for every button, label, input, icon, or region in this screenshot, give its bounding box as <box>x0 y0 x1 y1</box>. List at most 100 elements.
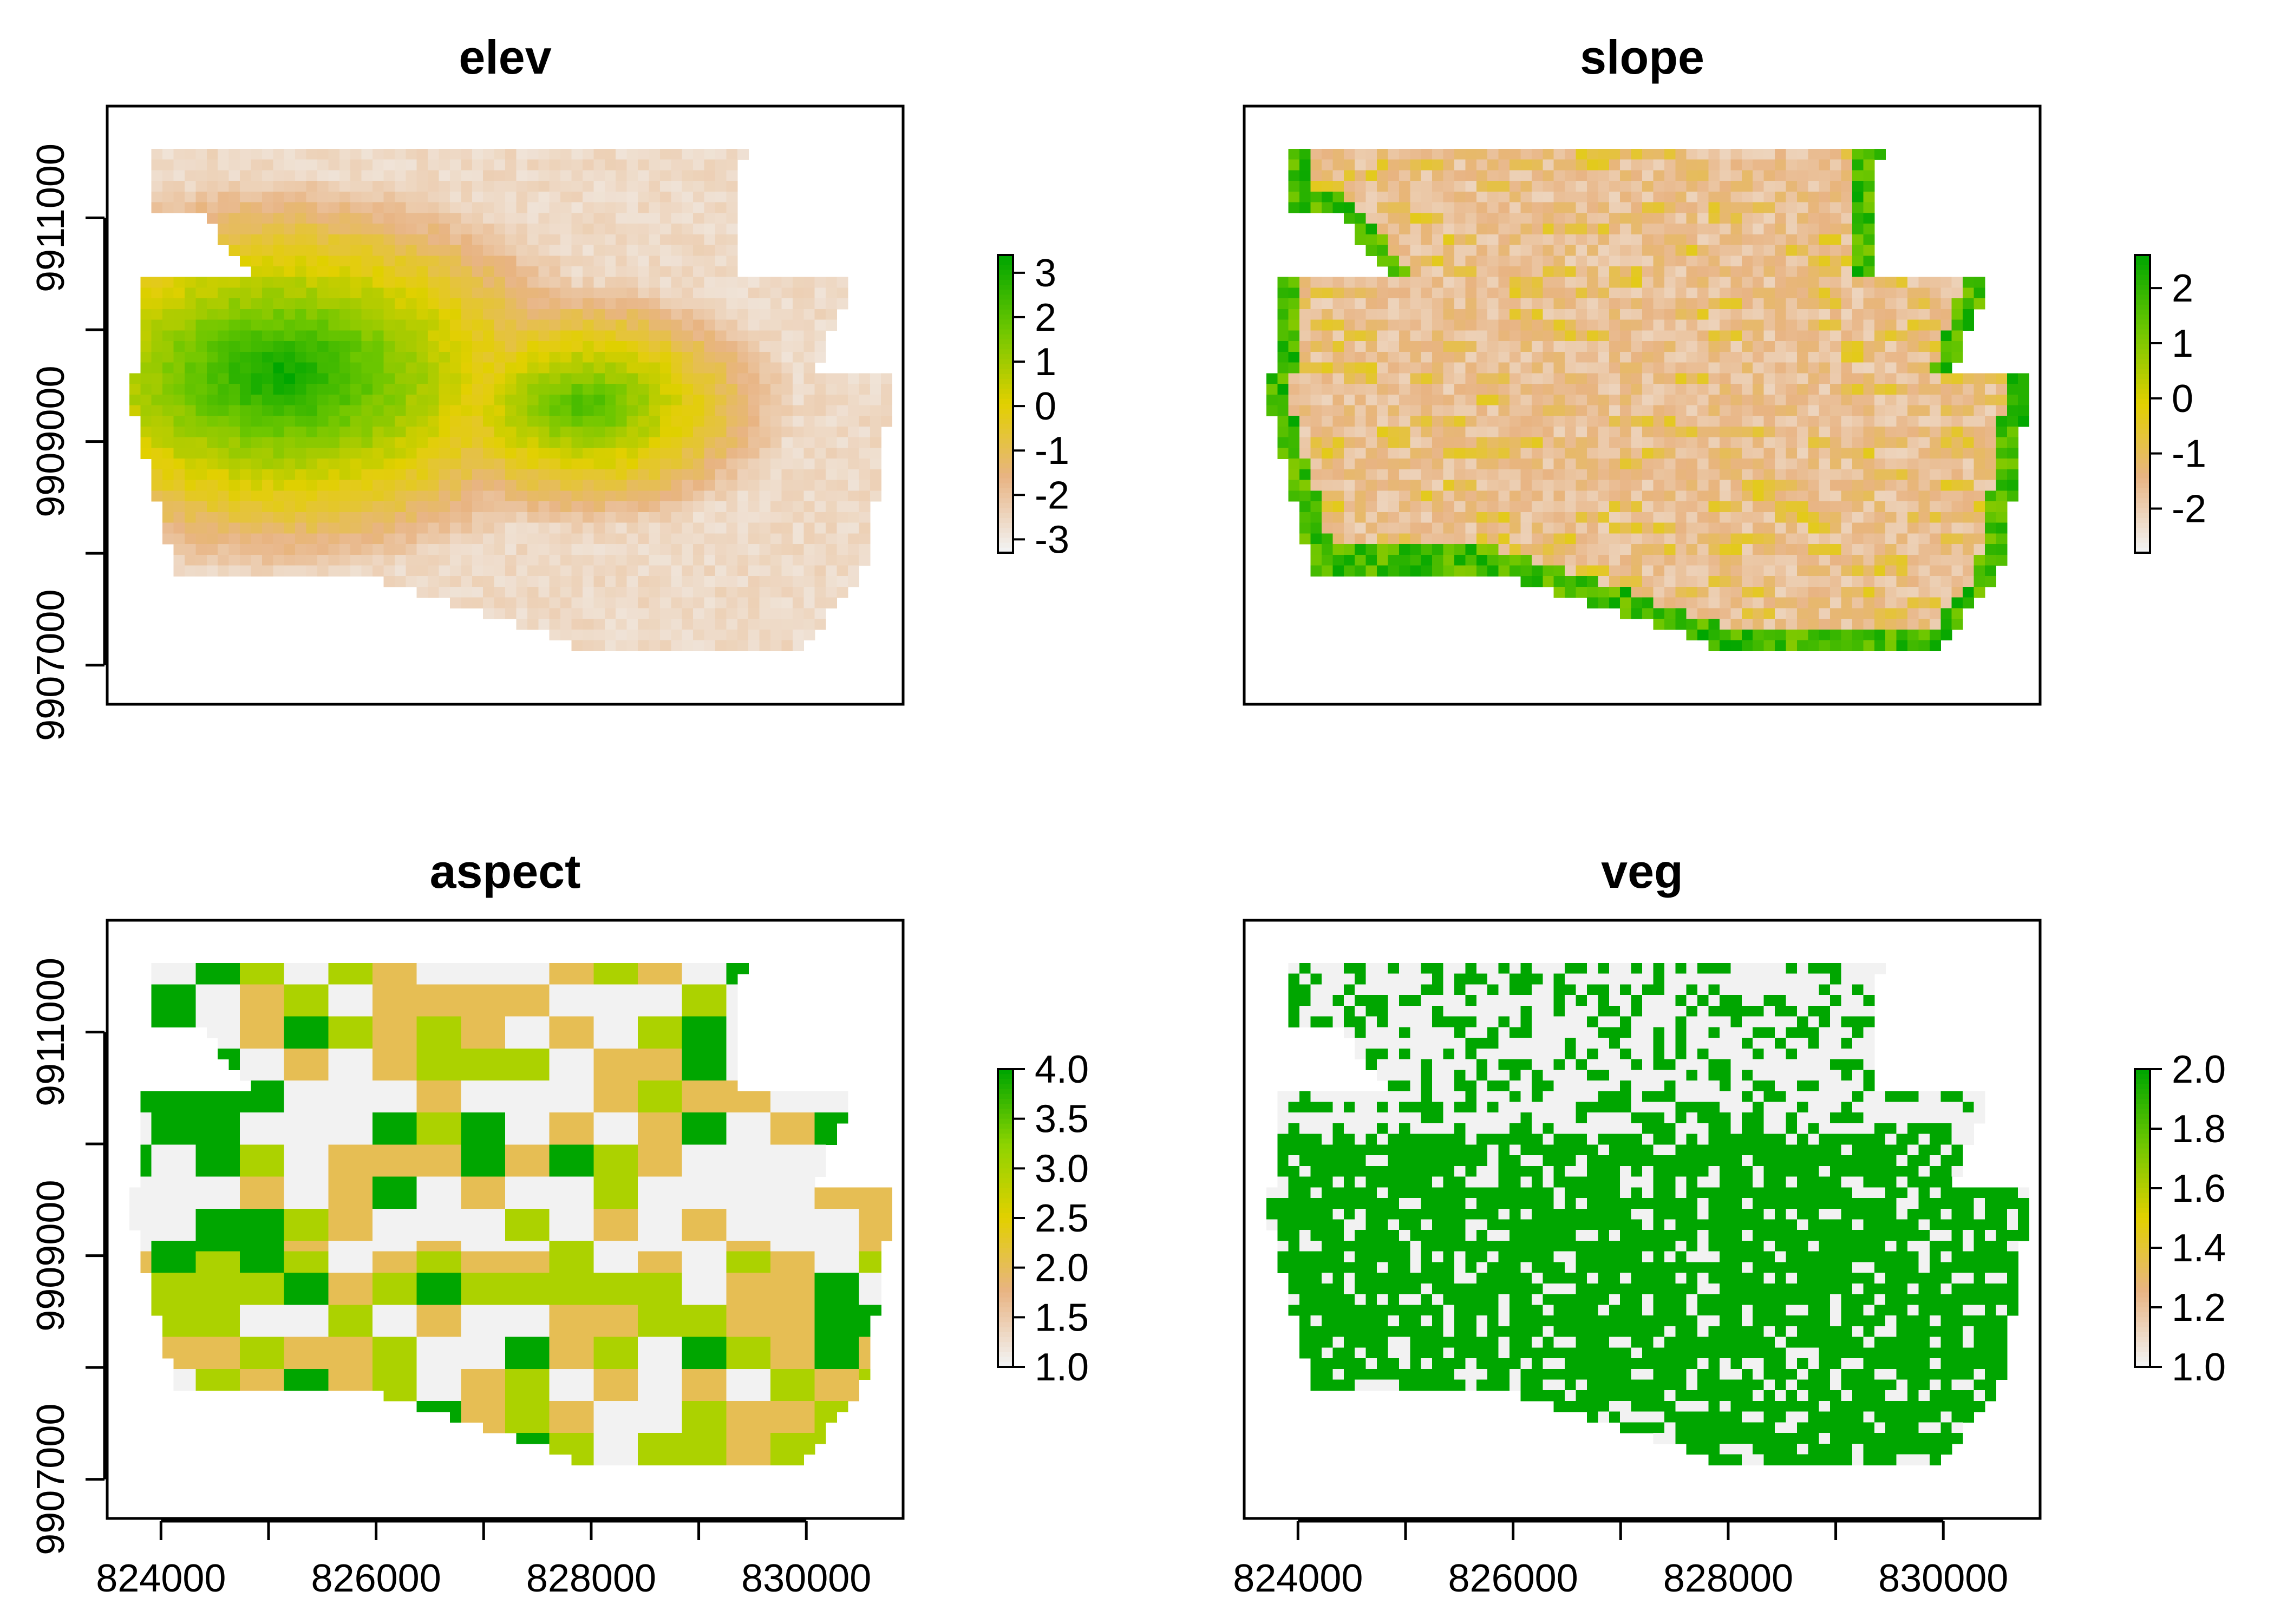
raster-cell <box>162 459 174 470</box>
raster-cell <box>1510 448 1521 459</box>
raster-cell <box>1697 501 1709 513</box>
raster-cell <box>671 245 683 256</box>
raster-cell <box>626 437 638 449</box>
raster-cell <box>262 416 273 427</box>
raster-cell <box>1675 191 1687 203</box>
raster-cell <box>1531 405 1543 416</box>
raster-cell <box>317 213 329 224</box>
raster-cell <box>1520 448 1532 459</box>
raster-cell <box>616 330 628 342</box>
raster-cell <box>373 362 384 374</box>
raster-cell <box>1299 181 1311 192</box>
raster-cell <box>759 544 771 555</box>
raster-cell <box>693 330 705 342</box>
raster-cell <box>428 341 440 352</box>
raster-cell <box>1686 256 1698 267</box>
raster-cell <box>1974 459 1985 470</box>
raster-cell <box>1487 234 1499 246</box>
raster-cell <box>516 405 528 416</box>
raster-cell <box>859 480 871 491</box>
raster-cell <box>593 266 605 278</box>
raster-cell <box>1543 309 1554 320</box>
raster-cell <box>1399 426 1410 438</box>
raster-cell <box>737 576 749 587</box>
raster-cell <box>428 213 440 224</box>
raster-cell <box>715 319 727 331</box>
raster-cell <box>416 213 428 224</box>
raster-cell <box>1576 159 1587 171</box>
raster-cell <box>1531 480 1543 491</box>
raster-cell <box>251 159 263 171</box>
raster-cell <box>1808 341 1820 352</box>
raster-cell <box>1918 373 1930 384</box>
raster-cell <box>803 309 815 320</box>
raster-cell <box>1432 277 1444 289</box>
raster-cell <box>516 480 528 491</box>
raster-cell <box>449 576 461 587</box>
raster-cell <box>1653 394 1665 406</box>
raster-cell <box>1343 490 1355 502</box>
raster-cell <box>1377 309 1389 320</box>
raster-cell <box>1918 277 1930 289</box>
raster-cell <box>593 362 605 374</box>
raster-cell <box>251 554 263 566</box>
raster-cell <box>240 159 252 171</box>
raster-cell <box>449 181 461 192</box>
raster-cell <box>1531 287 1543 299</box>
raster-cell <box>1708 416 1720 427</box>
raster-cell <box>1454 480 1466 491</box>
raster-cell <box>1830 224 1842 235</box>
raster-cell <box>1310 351 1322 363</box>
raster-cell <box>1974 384 1985 395</box>
raster-cell <box>1918 309 1930 320</box>
raster-cell <box>1819 405 1831 416</box>
raster-cell <box>1686 159 1698 171</box>
raster-cell <box>328 373 340 384</box>
legend-swatch <box>998 260 1013 266</box>
raster-cell <box>1553 437 1565 449</box>
raster-cell <box>306 256 318 267</box>
raster-cell <box>1465 202 1477 213</box>
raster-cell <box>1951 512 1963 523</box>
raster-cell <box>659 330 671 342</box>
raster-cell <box>593 576 605 587</box>
raster-cell <box>1664 330 1676 342</box>
raster-cell <box>726 512 738 523</box>
raster-cell <box>792 480 804 491</box>
raster-cell <box>383 266 395 278</box>
raster-cell <box>1443 330 1455 342</box>
raster-cell <box>228 490 240 502</box>
raster-cell <box>1565 213 1577 224</box>
raster-cell <box>1586 437 1598 449</box>
raster-cell <box>1598 213 1610 224</box>
raster-cell <box>516 394 528 406</box>
raster-cell <box>1686 426 1698 438</box>
raster-cell <box>1553 234 1565 246</box>
raster-cell <box>1498 213 1510 224</box>
raster-cell <box>715 170 727 181</box>
raster-cell <box>1410 469 1422 481</box>
raster-cell <box>1299 501 1311 513</box>
raster-cell <box>1775 148 1787 160</box>
raster-cell <box>726 586 738 598</box>
raster-cell <box>593 459 605 470</box>
raster-cell <box>1918 533 1930 545</box>
raster-cell <box>1697 309 1709 320</box>
raster-cell <box>626 554 638 566</box>
raster-cell <box>1520 384 1532 395</box>
raster-cell <box>693 384 705 395</box>
raster-cell <box>1576 533 1587 545</box>
raster-cell <box>1421 544 1433 555</box>
raster-cell <box>682 341 694 352</box>
raster-cell <box>439 437 450 449</box>
raster-cell <box>1874 319 1886 331</box>
raster-cell <box>1332 384 1344 395</box>
raster-cell <box>1686 501 1698 513</box>
raster-cell <box>262 224 273 235</box>
raster-cell <box>638 629 650 641</box>
raster-cell <box>726 597 738 609</box>
raster-cell <box>1609 341 1620 352</box>
raster-cell <box>1355 522 1367 534</box>
raster-cell <box>406 319 417 331</box>
raster-cell <box>1432 362 1444 374</box>
